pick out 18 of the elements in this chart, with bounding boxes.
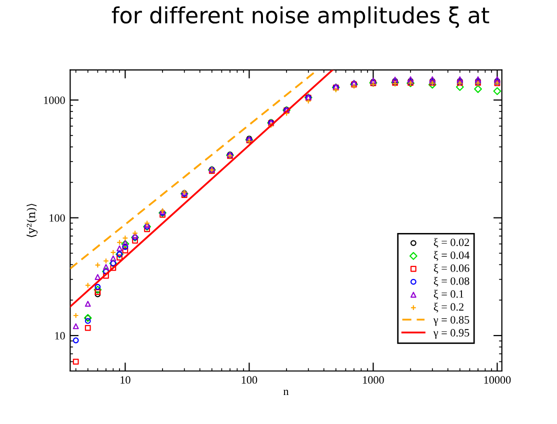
legend-label: ξ = 0.2 [434, 302, 464, 313]
x-tick-label: 1000 [363, 376, 384, 384]
y-tick-label: 1000 [44, 96, 65, 104]
x-axis-title: n [283, 390, 289, 396]
y-tick-label: 10 [55, 332, 65, 340]
chart-title: for different noise amplitudes ξ at [112, 6, 490, 28]
x-tick-label: 10000 [484, 376, 511, 384]
legend-label: ξ = 0.06 [434, 264, 470, 274]
legend-label: ξ = 0.04 [434, 251, 470, 261]
y-tick-label: 100 [50, 214, 65, 222]
legend-label: γ = 0.85 [433, 316, 470, 326]
x-tick-label: 10 [120, 376, 130, 384]
y-axis-title: ⟨y²(n)⟩ [26, 204, 38, 238]
legend-label: γ = 0.95 [433, 329, 470, 339]
legend-label: ξ = 0.08 [434, 276, 470, 287]
legend-label: ξ = 0.1 [434, 290, 464, 300]
x-tick-label: 100 [242, 376, 258, 384]
legend-label: ξ = 0.02 [434, 238, 470, 248]
